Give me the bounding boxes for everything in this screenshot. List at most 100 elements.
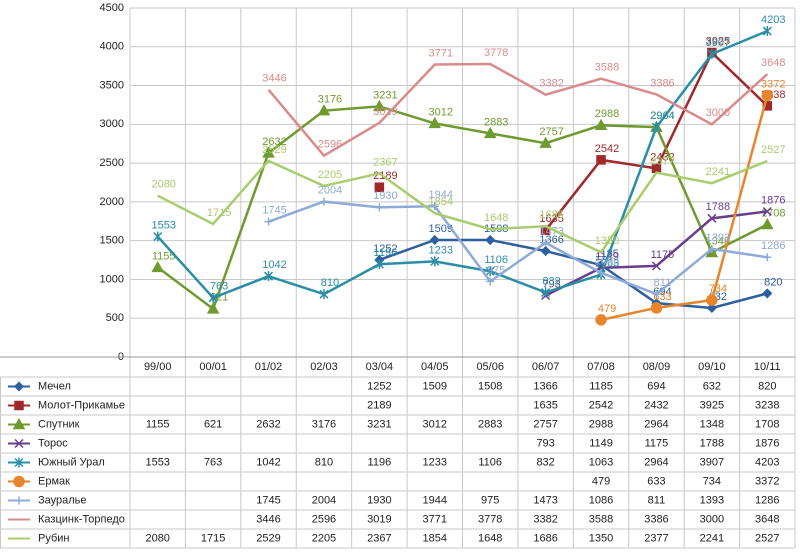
data-label: 3019 — [373, 106, 397, 118]
point-marker — [486, 277, 495, 286]
series-line — [268, 200, 768, 296]
table-value: 1635 — [533, 399, 557, 411]
table-value: 1348 — [700, 418, 724, 430]
table-value: 1185 — [589, 380, 613, 392]
legend-marker — [13, 475, 25, 488]
table-value: 3176 — [312, 418, 336, 430]
x-tick-label: 99/00 — [144, 361, 172, 373]
point-marker — [208, 292, 218, 303]
data-label: 2988 — [595, 108, 619, 120]
data-label: 734 — [709, 283, 727, 295]
point-marker — [761, 89, 774, 102]
x-tick-label: 04/05 — [421, 361, 449, 373]
data-label: 1063 — [595, 257, 619, 269]
table-value: 632 — [703, 380, 721, 392]
x-tick-label: 05/06 — [476, 361, 504, 373]
table-value: 763 — [204, 456, 222, 468]
table-value: 1350 — [589, 532, 613, 544]
y-tick-label: 2000 — [100, 196, 124, 208]
y-tick-label: 500 — [106, 312, 124, 324]
data-label: 694 — [653, 286, 671, 298]
legend-label: Зауралье — [38, 494, 87, 506]
table-value: 2964 — [644, 418, 668, 430]
table-value: 1086 — [589, 494, 613, 506]
table-value: 2367 — [367, 532, 391, 544]
legend-marker — [14, 438, 24, 449]
table-value: 1155 — [146, 418, 170, 430]
data-label: 3386 — [650, 77, 674, 89]
table-value: 1106 — [478, 456, 502, 468]
table-value: 621 — [204, 418, 222, 430]
table-value: 2596 — [312, 513, 336, 525]
point-marker — [540, 245, 551, 257]
data-label: 1686 — [539, 209, 563, 221]
point-marker — [762, 206, 772, 217]
data-label: 2596 — [318, 139, 342, 151]
data-label: 3778 — [484, 47, 508, 59]
table-value: 1175 — [645, 437, 669, 449]
table-value: 820 — [758, 380, 776, 392]
data-label: 1106 — [484, 254, 508, 266]
table-value: 3372 — [755, 475, 779, 487]
data-label: 1635 — [539, 213, 563, 225]
data-label: 4203 — [761, 14, 785, 26]
series-line — [157, 159, 768, 254]
table-value: 3231 — [367, 418, 391, 430]
legend-marker — [12, 417, 26, 430]
data-label: 1788 — [706, 201, 730, 213]
point-marker — [763, 253, 772, 262]
table-value: 810 — [315, 456, 333, 468]
table-value: 2988 — [589, 418, 613, 430]
data-label: 3012 — [429, 106, 453, 118]
y-tick-label: 1000 — [100, 273, 124, 285]
table-value: 1788 — [700, 437, 724, 449]
data-label: 2367 — [373, 156, 397, 168]
data-label: 3000 — [706, 107, 730, 119]
table-value: 1149 — [589, 437, 613, 449]
y-tick-label: 4500 — [100, 2, 124, 14]
data-label: 1553 — [151, 219, 175, 231]
series-line — [156, 105, 768, 311]
table-value: 1252 — [367, 380, 391, 392]
point-marker — [206, 302, 220, 314]
table-value: 2542 — [589, 399, 613, 411]
table-value: 3771 — [423, 513, 447, 525]
point-marker — [651, 122, 661, 133]
data-label: 2883 — [484, 116, 508, 128]
data-label: 1086 — [595, 256, 619, 268]
data-label: 2542 — [595, 143, 619, 155]
data-label: 2377 — [650, 156, 674, 168]
data-label: 832 — [542, 275, 560, 287]
legend-marker — [14, 457, 24, 468]
table-value: 3000 — [700, 513, 724, 525]
point-marker — [597, 268, 606, 277]
data-label: 1175 — [651, 249, 675, 261]
table-value: 4203 — [755, 456, 779, 468]
data-label: 820 — [764, 276, 782, 288]
data-label: 2205 — [318, 169, 342, 181]
legend-label: Южный Урал — [38, 456, 105, 468]
table-value: 3588 — [589, 513, 613, 525]
data-label: 1745 — [262, 205, 286, 217]
table-value: 1233 — [423, 456, 447, 468]
point-marker — [374, 259, 384, 270]
x-tick-label: 01/02 — [255, 361, 283, 373]
table-value: 1042 — [256, 456, 280, 468]
table-value: 1509 — [423, 380, 447, 392]
table-value: 1286 — [755, 494, 779, 506]
series-line — [267, 62, 769, 158]
series-line — [156, 29, 768, 300]
table-value: 975 — [481, 494, 499, 506]
data-label: 1509 — [429, 223, 453, 235]
data-label: 3231 — [373, 89, 397, 101]
data-label: 2189 — [373, 170, 397, 182]
table-value: 3238 — [755, 399, 779, 411]
data-label: 793 — [542, 278, 560, 290]
point-marker — [762, 26, 772, 37]
table-value: 3907 — [700, 456, 724, 468]
x-tick-label: 06/07 — [532, 361, 560, 373]
table-value: 3925 — [700, 399, 724, 411]
table-value: 2964 — [644, 456, 668, 468]
point-marker — [151, 260, 164, 273]
